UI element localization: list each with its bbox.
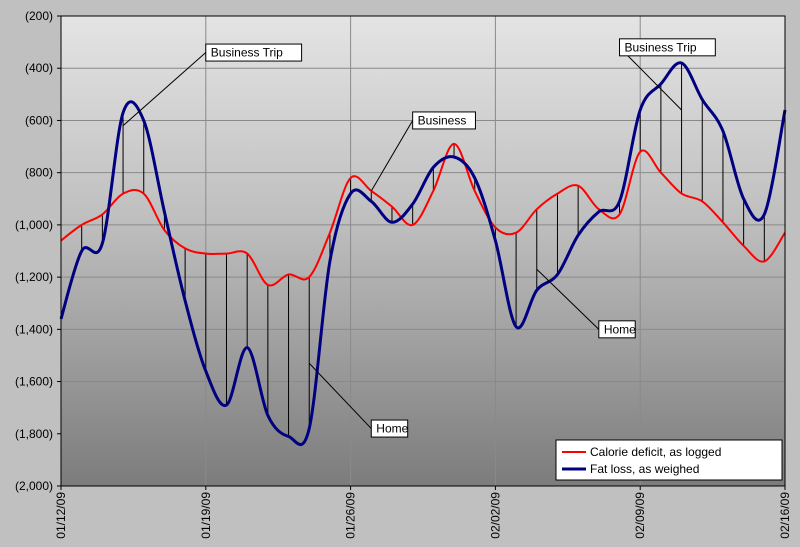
legend-label: Fat loss, as weighed xyxy=(590,462,699,476)
series-calorie-deficit xyxy=(60,142,786,287)
drop-lines xyxy=(60,63,786,437)
annotation-label: Business Trip xyxy=(211,46,283,60)
y-tick-label: (1,800) xyxy=(15,427,53,441)
x-tick-label: 02/02/09 xyxy=(488,492,502,539)
y-axis-ticks: (200) (400) (600) (800) (1,000) (1,200) (1,400… xyxy=(15,9,61,493)
annotation-leader xyxy=(308,362,372,429)
legend-label: Calorie deficit, as logged xyxy=(590,445,721,459)
plot-border xyxy=(60,15,786,487)
annotation-leader xyxy=(619,46,682,111)
annotation-box xyxy=(619,38,716,57)
x-tick-label: 01/26/09 xyxy=(344,492,358,539)
x-tick-label: 02/09/09 xyxy=(633,492,647,539)
y-tick-label: (1,400) xyxy=(15,322,53,336)
annotation-label: Home xyxy=(604,322,636,336)
legend: Calorie deficit, as logged Fat loss, as w… xyxy=(555,439,783,481)
y-tick-label: (2,000) xyxy=(15,479,53,493)
y-tick-label: (200) xyxy=(25,9,53,23)
annotation-label: Home xyxy=(376,422,408,436)
x-tick-label: 01/12/09 xyxy=(54,492,68,539)
y-tick-label: (1,200) xyxy=(15,270,53,284)
y-tick-label: (1,000) xyxy=(15,218,53,232)
annotation-box xyxy=(370,419,409,438)
annotation-leader xyxy=(536,268,600,330)
legend-box xyxy=(555,439,783,481)
y-tick-label: (1,600) xyxy=(15,375,53,389)
y-tick-label: (400) xyxy=(25,61,53,75)
series-fat-loss xyxy=(59,61,787,446)
x-axis-ticks: 01/12/09 01/19/09 01/26/09 02/02/09 02/09/09… xyxy=(54,486,792,539)
annotation-leader xyxy=(370,120,414,192)
annotation-leader xyxy=(122,52,207,127)
y-tick-label: (600) xyxy=(25,113,53,127)
x-tick-label: 02/16/09 xyxy=(778,492,792,539)
plot-area xyxy=(61,16,785,486)
annotation-label: Business xyxy=(418,113,467,127)
annotation-box xyxy=(598,320,636,339)
annotation-box xyxy=(412,111,476,130)
y-tick-label: (800) xyxy=(25,166,53,180)
annotation-box xyxy=(205,43,303,62)
annotation-label: Business Trip xyxy=(625,40,697,54)
series-lines xyxy=(59,61,787,446)
x-tick-label: 01/19/09 xyxy=(199,492,213,539)
annotations: Business Trip Business Business Trip Home Ho… xyxy=(122,38,716,438)
